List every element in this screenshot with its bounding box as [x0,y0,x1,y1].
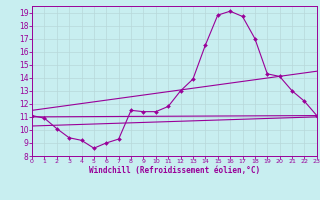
X-axis label: Windchill (Refroidissement éolien,°C): Windchill (Refroidissement éolien,°C) [89,166,260,175]
